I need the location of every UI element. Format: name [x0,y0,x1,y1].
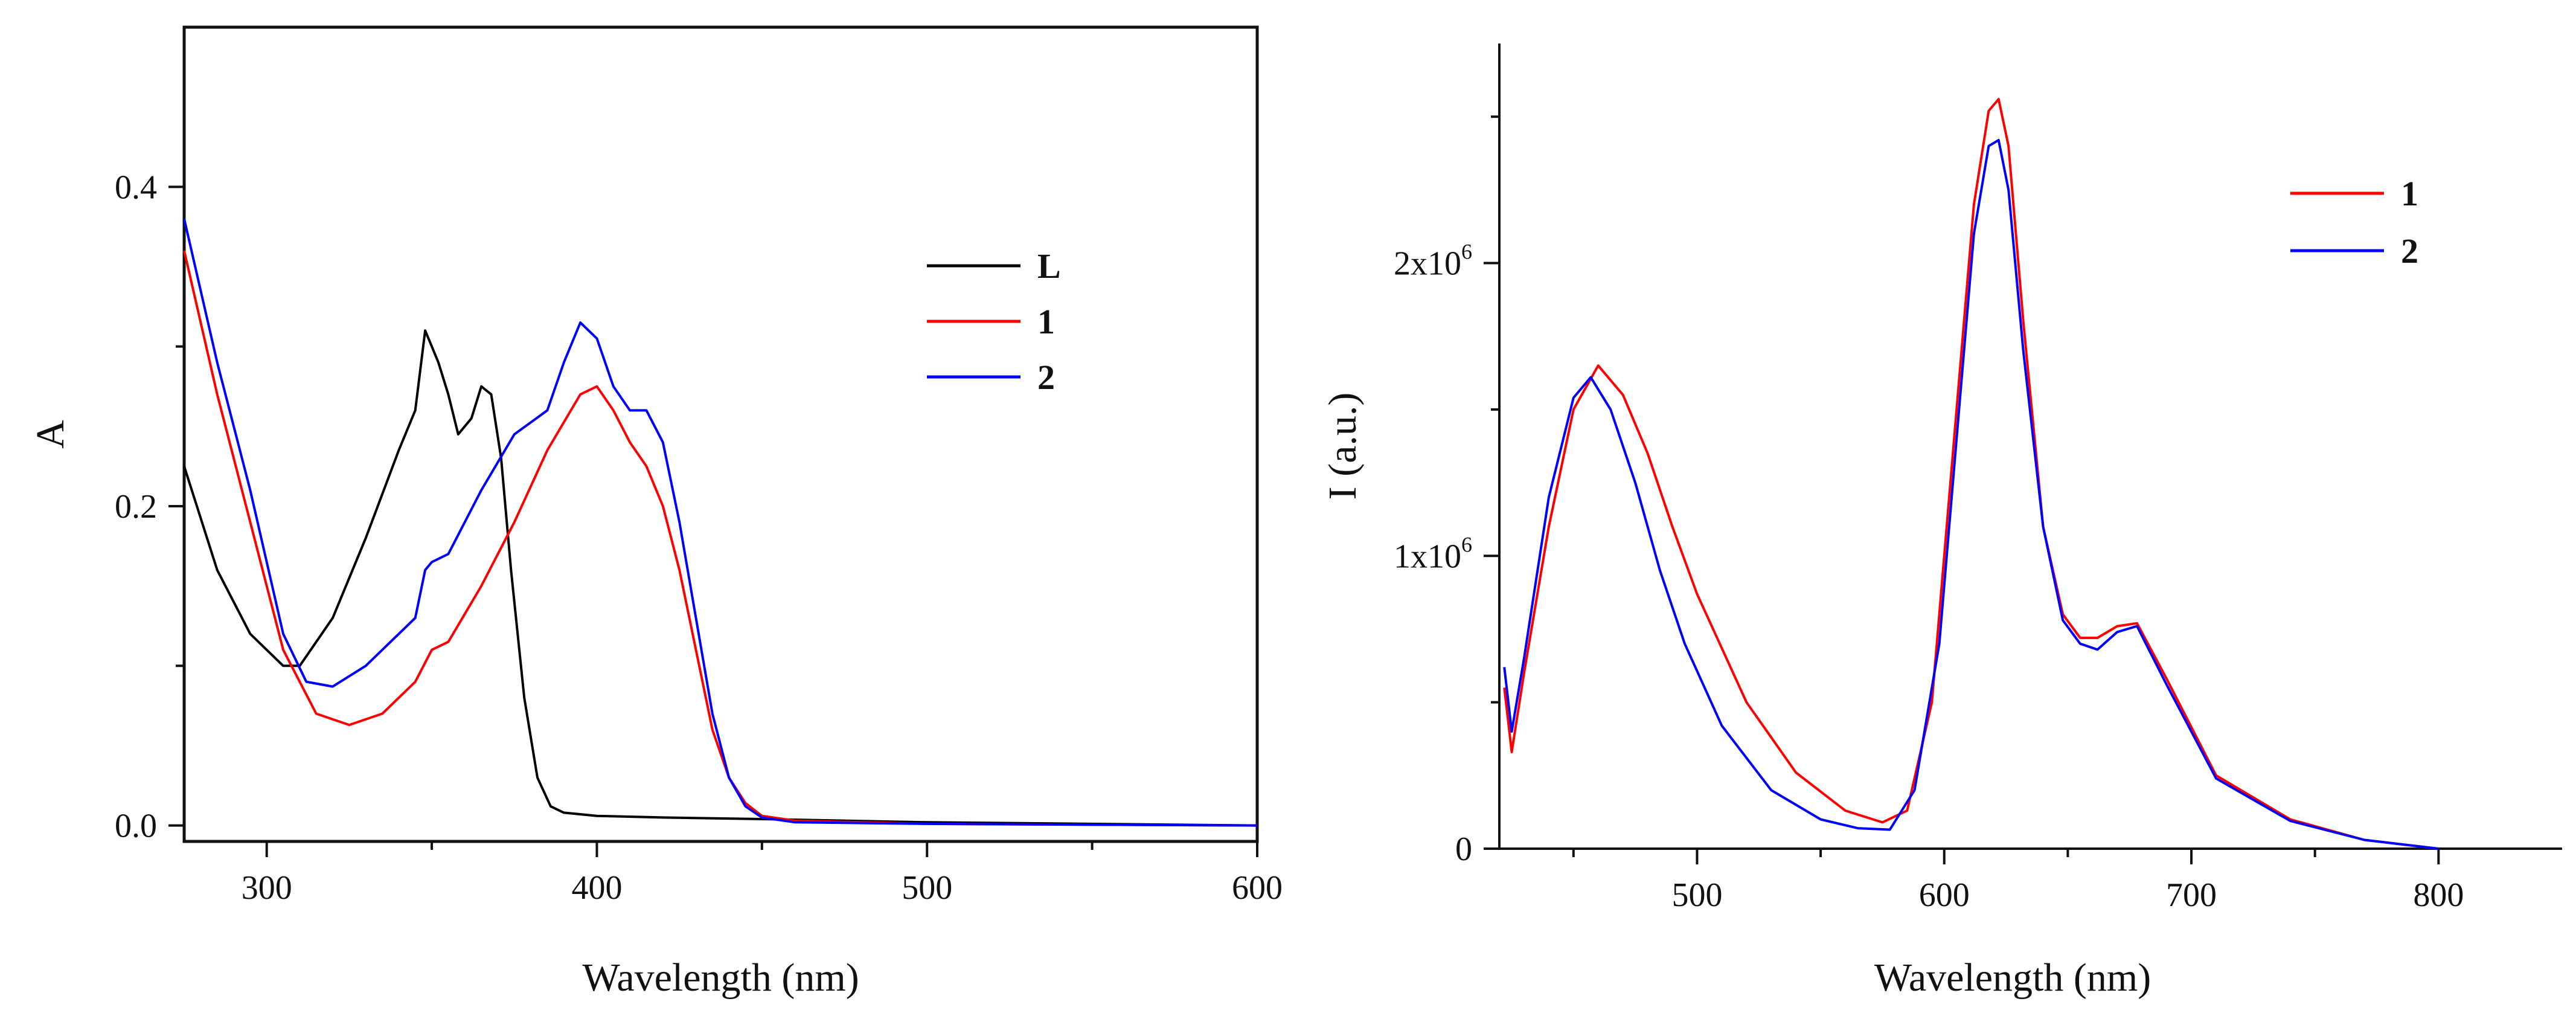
series-line-L [183,329,1258,827]
x-tick-label: 400 [571,869,622,907]
series-line-2 [183,218,1258,827]
y-axis-title: I (a.u.) [1321,393,1365,500]
y-tick-label: 2x106 [1394,240,1472,283]
y-tick-exponent: 6 [1461,532,1472,556]
y-tick-label: 0.0 [115,808,157,845]
absorption-chart: 300 400 500 600 0.0 0.2 0.4 Wavelength (nm) A L 1 2 [28,25,1283,1000]
series-line-1 [183,250,1258,827]
y-tick-exponent: 6 [1461,240,1472,264]
y-tick-label: 0 [1455,831,1472,868]
series-line-2 [1503,139,2439,850]
x-tick-label: 600 [1232,869,1283,907]
x-tick-label: 300 [242,869,292,907]
legend-label-1: 1 [1037,302,1055,341]
x-tick-label: 700 [2166,876,2217,914]
y-axis-title: A [28,420,72,449]
x-tick-label: 600 [1919,876,1970,914]
x-tick-label: 500 [1671,876,1722,914]
x-tick-label: 500 [902,869,952,907]
y-tick-label: 0.4 [115,169,157,206]
x-tick-label: 800 [2413,876,2464,914]
series-line-1 [1503,98,2439,850]
y-tick-label: 0.2 [115,488,157,526]
plot-frame [182,25,1259,843]
emission-chart: 500 600 700 800 0 1x106 2x106 Wavelength (nm) I … [1288,0,2576,1016]
absorption-chart-svg: 300 400 500 600 0.0 0.2 0.4 Wavelength (nm) A L 1 2 [28,25,1283,1000]
y-tick-base: 1x10 [1394,538,1461,575]
legend-label-2: 2 [1037,358,1055,397]
legend-label-2: 2 [2401,231,2418,271]
y-tick-base: 2x10 [1394,245,1461,283]
y-tick-base: 0 [1455,831,1472,868]
legend-label-1: 1 [2401,174,2418,213]
legend-label-L: L [1037,246,1061,286]
x-axis-title: Wavelength (nm) [582,956,859,1000]
x-axis-title: Wavelength (nm) [1874,956,2151,1000]
y-tick-label: 1x106 [1394,532,1472,575]
